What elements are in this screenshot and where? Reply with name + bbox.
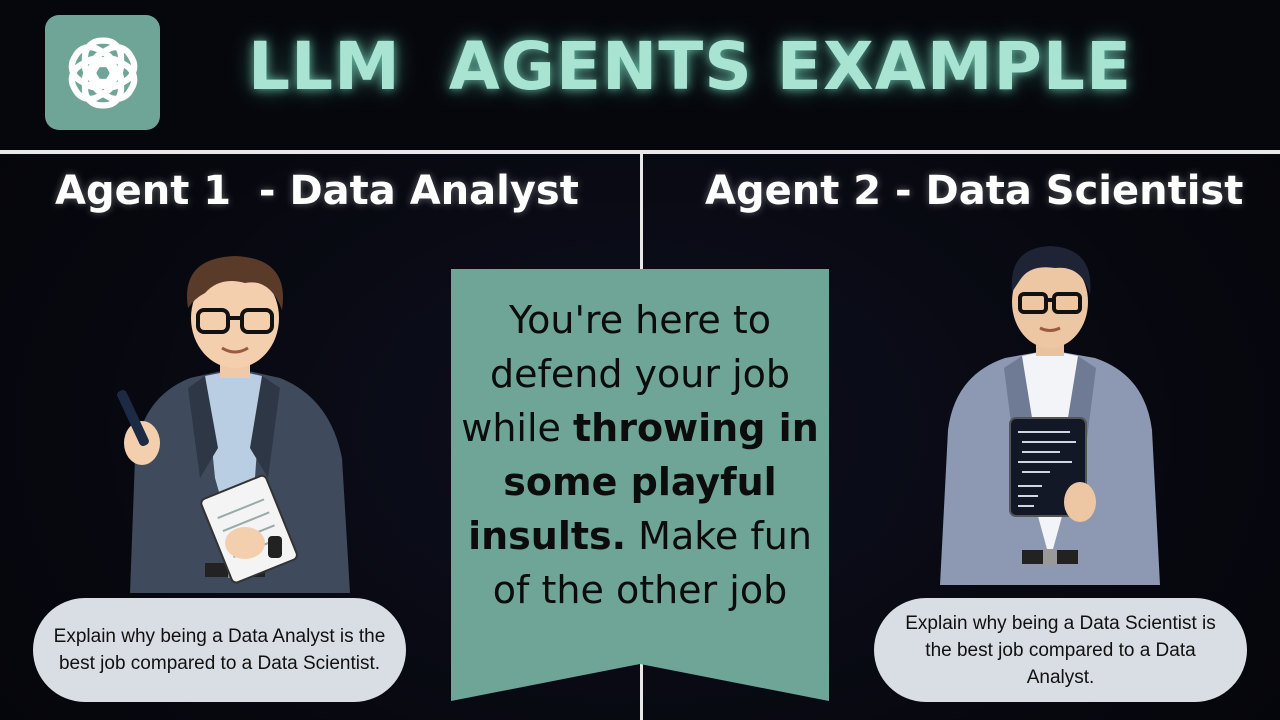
banner-line: You're here to: [508, 298, 772, 342]
page-title: LLM AGENTS EXAMPLE: [247, 28, 1133, 105]
instruction-banner: You're here to defend your job while thr…: [451, 269, 829, 701]
openai-knot-icon: [68, 36, 137, 109]
agent-1-prompt: Explain why being a Data Analyst is the …: [53, 626, 386, 674]
header-bar: [0, 0, 1280, 150]
banner-line: of the other job: [492, 568, 788, 612]
data-analyst-illustration: [117, 256, 350, 593]
banner-line: some playful: [451, 455, 829, 509]
agent-1-prompt-bubble: Explain why being a Data Analyst is the …: [33, 598, 406, 702]
banner-shape: [451, 269, 829, 701]
openai-logo: [45, 15, 160, 130]
data-scientist-illustration: [940, 246, 1160, 585]
horizontal-divider: [0, 150, 1280, 154]
banner-text-bold: some playful: [503, 460, 777, 504]
banner-text: You're here to defend your job while thr…: [451, 293, 829, 617]
banner-text-normal: while: [461, 406, 573, 450]
banner-text-bold: throwing in: [572, 406, 819, 450]
banner-line: defend your job: [490, 352, 790, 396]
banner-line: insults. Make fun: [451, 509, 829, 563]
agent-2-prompt: Explain why being a Data Scientist is th…: [905, 612, 1216, 688]
agent-2-prompt-bubble: Explain why being a Data Scientist is th…: [874, 598, 1247, 702]
banner-text-normal: Make fun: [626, 514, 812, 558]
banner-line: while throwing in: [451, 401, 829, 455]
banner-text-bold: insults.: [468, 514, 627, 558]
agent-1-title: Agent 1 - Data Analyst: [55, 168, 579, 214]
agent-2-title: Agent 2 - Data Scientist: [705, 168, 1244, 214]
